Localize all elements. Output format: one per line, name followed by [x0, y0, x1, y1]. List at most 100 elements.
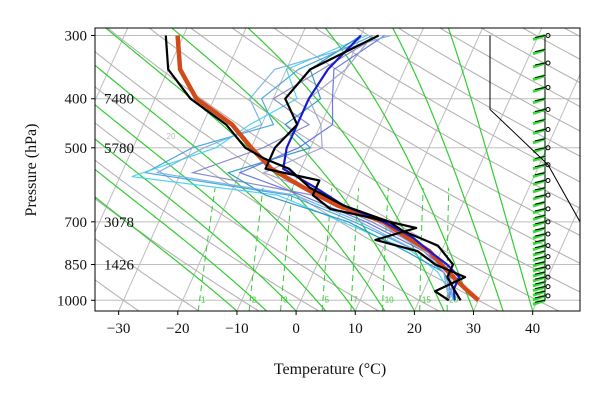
y-axis-title: Pressure (hPa) [23, 124, 40, 217]
moist-adiabat [95, 103, 327, 311]
mixing-ratio-line [280, 187, 294, 311]
wind-barb-line [534, 276, 546, 280]
ensemble-dewpoint-line [238, 35, 451, 301]
wind-barb-line [534, 256, 546, 260]
moist-adiabat [95, 64, 356, 311]
x-tick-label: 0 [292, 321, 300, 337]
height-label: 7480 [104, 92, 134, 108]
wind-barb-line [534, 208, 546, 212]
mixing-ratio-line [321, 187, 333, 311]
dry-adiabat [95, 86, 440, 311]
y-tick-label: 500 [65, 141, 88, 157]
wind-barb-line [534, 271, 546, 275]
x-tick-label: −20 [166, 321, 189, 337]
axis-ticks: −30 −20 −10 0 10 20 30 40 300 400 500 700 850 1000 [57, 28, 540, 337]
wind-station-circle [545, 162, 551, 168]
wind-barb-line [534, 75, 546, 79]
wind-barb-line [534, 147, 546, 151]
wind-barb-line [534, 187, 546, 191]
y-tick-label: 1000 [57, 293, 87, 309]
wind-barb-line [534, 233, 546, 237]
isotherm-line [118, 28, 247, 311]
moist-adiabat [447, 28, 534, 311]
mixing-ratio-label: 7 [353, 296, 358, 305]
isotherm-line [354, 28, 484, 311]
isotherm-line [236, 28, 365, 311]
wind-barb-line [534, 172, 546, 176]
wind-barb-line [534, 86, 546, 90]
ensemble-dewpoint-line [262, 35, 450, 301]
mixing-ratio-label: 2 [252, 296, 257, 305]
wind-barb-line [534, 245, 546, 249]
wind-barb-line [534, 179, 546, 183]
wind-barb-line [534, 281, 546, 285]
isotherm-line [177, 28, 306, 311]
mixing-ratio-line [197, 187, 216, 311]
wind-station-circle [545, 145, 551, 151]
wind-station-circle [545, 231, 551, 237]
moist-adiabat [95, 196, 238, 311]
moist-adiabat [247, 28, 445, 311]
wind-station-circle [545, 243, 551, 249]
wind-barb-line [534, 119, 546, 123]
wind-station-circle [545, 274, 551, 280]
x-tick-label: 10 [348, 321, 363, 337]
wind-station-circle [545, 177, 551, 183]
wind-barb-line [534, 98, 546, 102]
observed-temperature-line [164, 35, 462, 301]
dry-adiabat [148, 28, 580, 293]
isotherm-line [532, 204, 580, 311]
wind-barb-line [534, 201, 546, 205]
y-tick-label: 850 [65, 258, 88, 274]
mixing-ratio-label: 5 [325, 296, 330, 305]
isotherm-line [0, 28, 9, 311]
dry-adiabat [95, 198, 260, 311]
wind-station-circle [545, 192, 551, 198]
wind-barbs [489, 32, 580, 306]
wind-station-circle [545, 264, 551, 270]
wind-station-circle [545, 206, 551, 212]
height-label: 1426 [104, 258, 135, 274]
wind-barb-line [534, 239, 546, 243]
wind-station-circle [545, 32, 551, 38]
wind-barb-line [534, 286, 546, 290]
dry-adiabat [95, 279, 140, 311]
sounding-lines [164, 34, 480, 302]
wind-barb-line [534, 221, 546, 225]
mixing-ratio-label: 3 [283, 296, 288, 305]
mixing-ratio-label: 1 [201, 296, 206, 305]
mixing-ratio-line [382, 187, 389, 311]
observed-dewpoint-line [264, 34, 467, 302]
height-label: 5780 [104, 141, 134, 157]
wind-station-circle [545, 106, 551, 112]
height-labels: 7480 5780 3078 1426 [104, 92, 135, 274]
y-tick-label: 700 [65, 215, 88, 231]
mixing-ratio-line [248, 187, 264, 311]
x-tick-label: −30 [107, 321, 130, 337]
dry-adiabat [107, 28, 559, 311]
moist-adiabat [95, 138, 297, 311]
wind-station-circle [545, 293, 551, 299]
height-label: 3078 [104, 215, 134, 231]
mixing-ratio-label: 15 [422, 296, 431, 305]
wind-station-circle [545, 84, 551, 90]
moist-adiabat [392, 28, 504, 311]
x-axis-title: Temperature (°C) [274, 361, 386, 378]
wind-barb-line [534, 62, 546, 66]
dry-adiabat [273, 28, 580, 209]
ensemble-dewpoint-line [226, 35, 462, 301]
adiabat-label: 20 [167, 132, 176, 141]
dry-adiabat [190, 28, 580, 264]
x-tick-label: −10 [225, 321, 248, 337]
wind-barb-line [534, 299, 546, 303]
wind-barb-line [534, 138, 546, 142]
x-tick-label: 20 [407, 321, 422, 337]
wind-barb-line [534, 49, 546, 53]
plot-frame [94, 27, 581, 312]
wind-barb-line [534, 295, 546, 299]
y-tick-label: 400 [65, 92, 88, 108]
tropopause-outline [489, 35, 580, 223]
dry-adiabat [95, 237, 200, 311]
y-tick-label: 300 [65, 28, 88, 44]
